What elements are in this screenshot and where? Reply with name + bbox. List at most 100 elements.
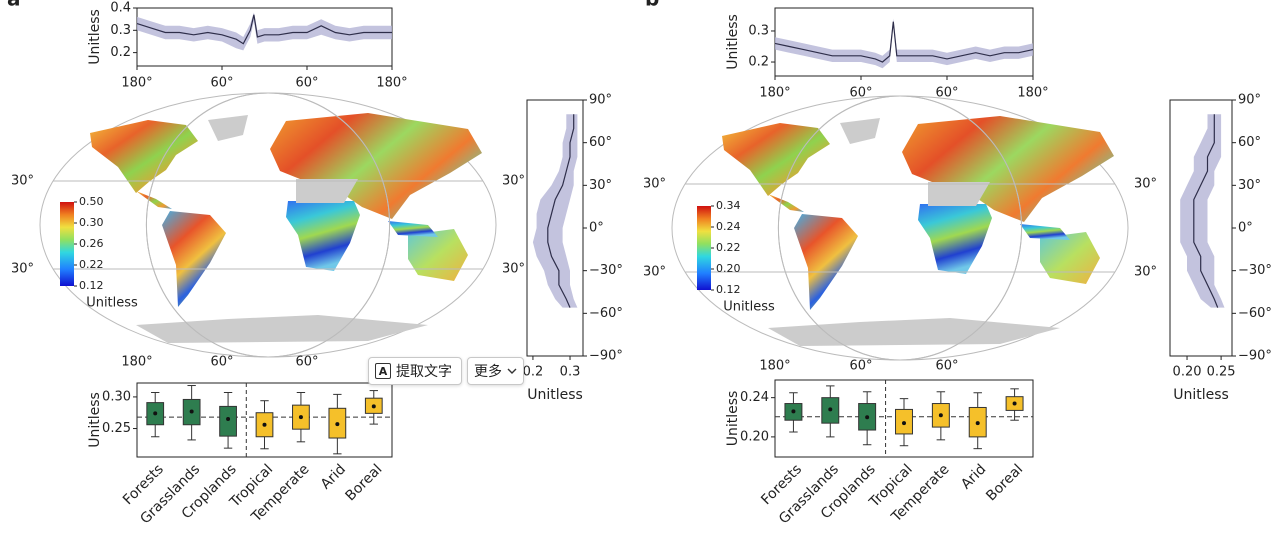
colorbar-tick-label: 0.50 xyxy=(79,195,104,208)
mean-dot xyxy=(153,411,158,416)
line xyxy=(1193,114,1219,308)
land xyxy=(840,118,880,144)
x-axis-label: Unitless xyxy=(527,387,583,403)
button-label: 提取文字 xyxy=(396,364,452,380)
spread-band xyxy=(775,18,1033,69)
x-axis-label: Unitless xyxy=(1173,387,1229,403)
colorbar-tick-label: 0.22 xyxy=(716,241,741,254)
x-tick-label: 180° xyxy=(759,86,790,101)
x-tick-label: 60° xyxy=(210,76,233,91)
parallel-label: 30° xyxy=(11,262,34,277)
button-icon: A xyxy=(375,363,391,379)
colorbar-tick-label: 0.34 xyxy=(716,199,741,212)
y-tick-label: 0.4 xyxy=(110,1,131,16)
land xyxy=(296,179,358,203)
mean-dot xyxy=(865,415,870,420)
y-tick-label: 30° xyxy=(589,178,612,193)
meridian-label: 180° xyxy=(121,355,152,370)
y-tick-label: 30° xyxy=(1238,178,1261,193)
colorbar-tick-label: 0.30 xyxy=(79,216,104,229)
spread-band xyxy=(532,114,578,308)
mean-dot xyxy=(1012,401,1017,406)
y-tick-label: 90° xyxy=(589,93,612,108)
x-tick-label: 60° xyxy=(295,76,318,91)
land xyxy=(408,229,468,281)
colorbar-tick-label: 0.12 xyxy=(79,279,104,292)
x-tick-label: 0.2 xyxy=(523,365,544,380)
y-tick-label: 60° xyxy=(1238,135,1261,150)
colorbar-label: Unitless xyxy=(86,296,138,311)
land xyxy=(1020,224,1070,240)
colorbar xyxy=(60,202,74,286)
colorbar-tick-label: 0.12 xyxy=(716,283,741,296)
x-tick-label: Boreal xyxy=(343,461,386,504)
chevron xyxy=(507,368,517,374)
y-axis-label: Unitless xyxy=(725,391,741,447)
y-tick-label: −60° xyxy=(589,306,623,321)
colorbar-label: Unitless xyxy=(723,300,775,315)
panel-label: a xyxy=(7,0,21,11)
x-tick-label: 180° xyxy=(121,76,152,91)
meridian-label: 60° xyxy=(935,359,958,374)
land xyxy=(768,318,1060,346)
y-axis-label: Unitless xyxy=(87,392,103,448)
parallel-label: 30° xyxy=(502,174,525,189)
land xyxy=(928,182,990,206)
button-label: 更多 xyxy=(474,364,502,380)
y-tick-label: 0.2 xyxy=(748,55,769,70)
box xyxy=(219,405,237,437)
land xyxy=(90,120,198,193)
land xyxy=(136,315,428,343)
x-tick-label: 180° xyxy=(376,76,407,91)
mean-dot xyxy=(335,422,340,427)
y-tick-label: 90° xyxy=(1238,93,1261,108)
mean-dot xyxy=(938,413,943,418)
colorbar-tick-label: 0.22 xyxy=(79,258,104,271)
mean-dot xyxy=(226,417,231,422)
y-tick-label: 0° xyxy=(1238,221,1253,236)
meridian-label: 60° xyxy=(849,359,872,374)
x-tick-label: Arid xyxy=(958,461,989,492)
land xyxy=(286,201,360,271)
y-axis-label: Unitless xyxy=(87,9,103,65)
more-button[interactable]: 更多 xyxy=(467,357,524,385)
plot-frame xyxy=(774,379,1034,458)
extract-text-button[interactable]: A 提取文字 xyxy=(368,357,462,385)
x-tick-label: 0.3 xyxy=(560,365,581,380)
y-tick-label: 0.2 xyxy=(110,45,131,60)
land xyxy=(768,194,804,212)
land xyxy=(722,123,830,196)
y-tick-label: −30° xyxy=(1238,263,1272,278)
mean-dot xyxy=(262,422,267,427)
mean-dot xyxy=(791,409,796,414)
meridian-label: 180° xyxy=(759,359,790,374)
land xyxy=(136,191,172,209)
y-tick-label: 0.25 xyxy=(102,421,131,436)
meridian-line xyxy=(145,92,391,358)
land xyxy=(1040,232,1100,284)
y-tick-label: −60° xyxy=(1238,306,1272,321)
land xyxy=(918,204,992,274)
y-tick-label: −30° xyxy=(589,263,623,278)
mean-dot xyxy=(902,421,906,426)
mean-dot xyxy=(975,421,980,426)
land xyxy=(902,116,1114,222)
parallel-label: 30° xyxy=(643,265,666,280)
land xyxy=(388,221,438,237)
y-axis-label: Unitless xyxy=(725,14,741,70)
meridian-line xyxy=(777,95,1023,361)
y-tick-label: 0.3 xyxy=(110,23,131,38)
mean-dot xyxy=(371,404,376,409)
parallel-label: 30° xyxy=(1134,177,1157,192)
y-tick-label: −90° xyxy=(1238,349,1272,364)
y-tick-label: 0.3 xyxy=(748,23,769,38)
land xyxy=(794,214,858,310)
x-tick-label: Boreal xyxy=(983,461,1026,504)
y-tick-label: −90° xyxy=(589,349,623,364)
colorbar-tick-label: 0.24 xyxy=(716,220,741,233)
spread-band xyxy=(1180,114,1225,308)
x-tick-label: Arid xyxy=(318,461,349,492)
parallel-label: 30° xyxy=(11,174,34,189)
